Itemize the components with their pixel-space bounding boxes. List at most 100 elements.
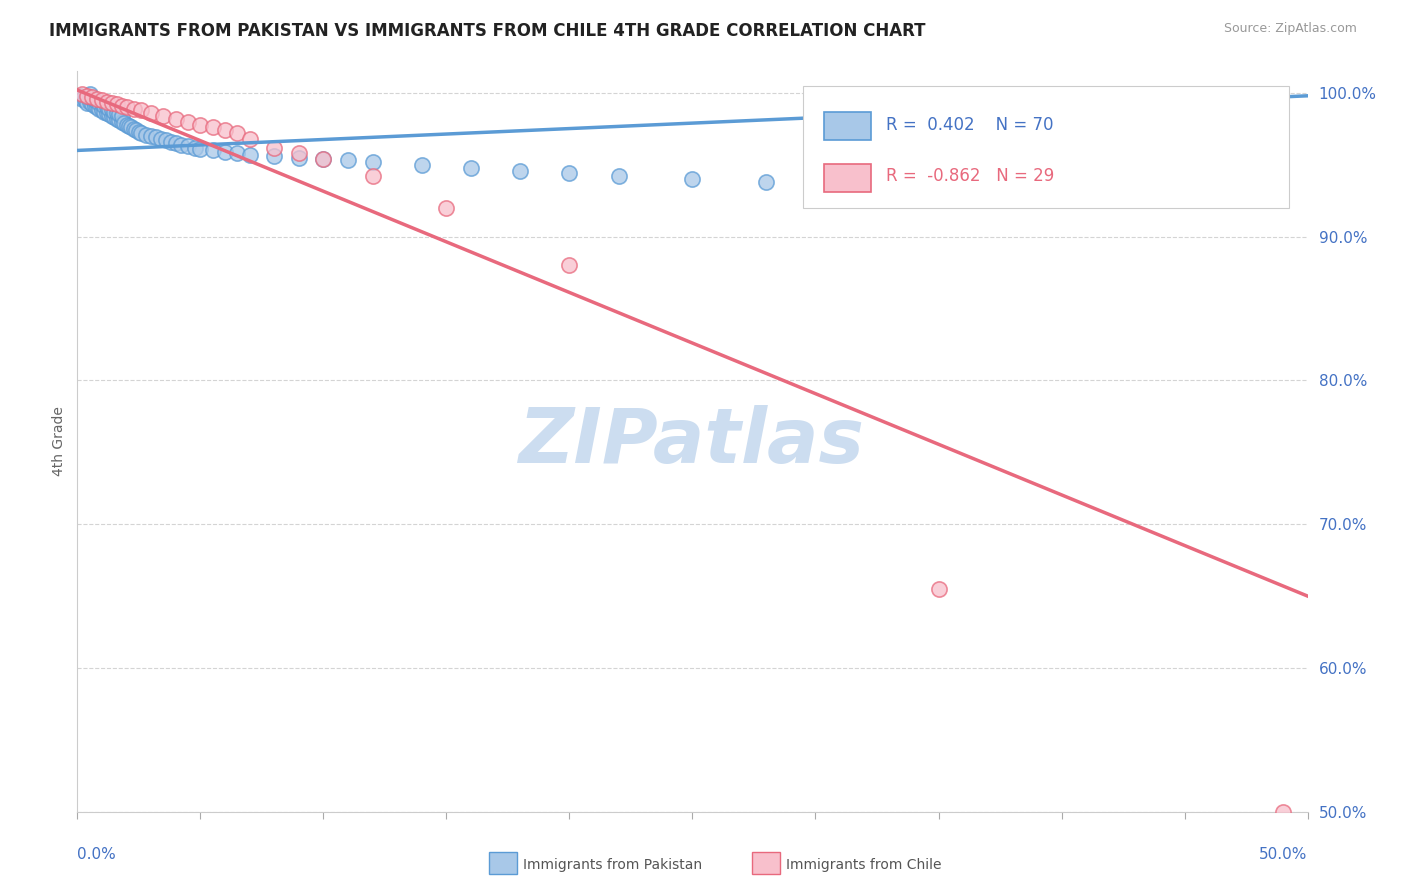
Point [76,95,98,110]
Point [82,97,104,112]
Point [145,130,167,145]
Point [82,90,104,104]
Point [121,120,143,135]
Point [509,163,531,178]
Point [83,93,105,107]
Point [96,106,118,120]
Point [177,114,200,128]
Point [112,116,135,130]
Point [682,172,704,186]
Point [96,100,118,114]
Point [214,145,236,159]
Point [98,107,121,121]
Point [125,123,148,137]
Point [73,93,96,107]
Point [141,106,163,120]
Point [755,175,778,189]
Point [115,100,138,114]
Point [239,132,262,146]
Text: ZIPatlas: ZIPatlas [519,405,866,478]
Point [1272,805,1295,819]
Point [160,135,183,149]
Point [115,118,138,132]
Point [201,120,224,135]
FancyBboxPatch shape [824,112,870,140]
Text: Source: ZipAtlas.com: Source: ZipAtlas.com [1223,22,1357,36]
Point [170,137,193,152]
Text: Immigrants from Chile: Immigrants from Chile [786,858,942,872]
Point [263,140,285,154]
Point [93,99,115,113]
Point [82,92,104,106]
Point [152,109,174,123]
Point [122,102,145,116]
Point [361,155,384,169]
Point [101,95,124,110]
Point [155,133,177,147]
Point [86,100,108,114]
Point [226,146,249,161]
Point [411,158,433,172]
Point [86,95,108,109]
Point [76,90,98,104]
Point [263,149,285,163]
FancyBboxPatch shape [824,164,870,192]
Point [226,126,249,140]
Point [108,107,131,121]
Text: Immigrants from Pakistan: Immigrants from Pakistan [523,858,702,872]
Point [69,88,91,103]
Point [122,121,145,136]
Text: R =  -0.862   N = 29: R = -0.862 N = 29 [886,168,1054,186]
Text: 0.0%: 0.0% [77,847,117,863]
Point [111,114,132,128]
Point [86,92,108,106]
Point [288,151,311,165]
Point [105,106,128,120]
Point [361,169,384,184]
Point [83,99,105,113]
Point [165,136,187,151]
Point [93,104,115,119]
Point [177,139,200,153]
Point [188,142,212,156]
Point [98,102,121,116]
Point [90,93,114,107]
Point [128,125,150,139]
Point [101,103,124,118]
Point [1099,88,1122,103]
Point [288,146,311,161]
Point [436,201,458,215]
Point [76,88,98,103]
Point [141,129,163,144]
Point [129,126,153,140]
Point [184,140,207,154]
Point [337,153,360,168]
Point [96,95,118,109]
Y-axis label: 4th Grade: 4th Grade [52,407,66,476]
Point [108,113,131,128]
Point [188,118,212,132]
Point [70,87,93,102]
Point [558,166,581,180]
Text: R =  0.402    N = 70: R = 0.402 N = 70 [886,116,1053,134]
Point [214,123,236,137]
Point [70,92,93,106]
Text: IMMIGRANTS FROM PAKISTAN VS IMMIGRANTS FROM CHILE 4TH GRADE CORRELATION CHART: IMMIGRANTS FROM PAKISTAN VS IMMIGRANTS F… [49,22,925,40]
Point [165,112,187,126]
Point [111,109,132,123]
Point [312,152,335,166]
Point [312,152,335,166]
Point [79,95,101,109]
Point [90,103,114,118]
Point [607,169,630,184]
Text: 50.0%: 50.0% [1260,847,1308,863]
Point [90,97,114,112]
Point [928,582,950,596]
Point [903,178,925,192]
Point [103,111,125,125]
Point [89,102,111,116]
Point [135,128,157,142]
FancyBboxPatch shape [803,87,1289,209]
Point [89,95,111,110]
Point [201,144,224,158]
